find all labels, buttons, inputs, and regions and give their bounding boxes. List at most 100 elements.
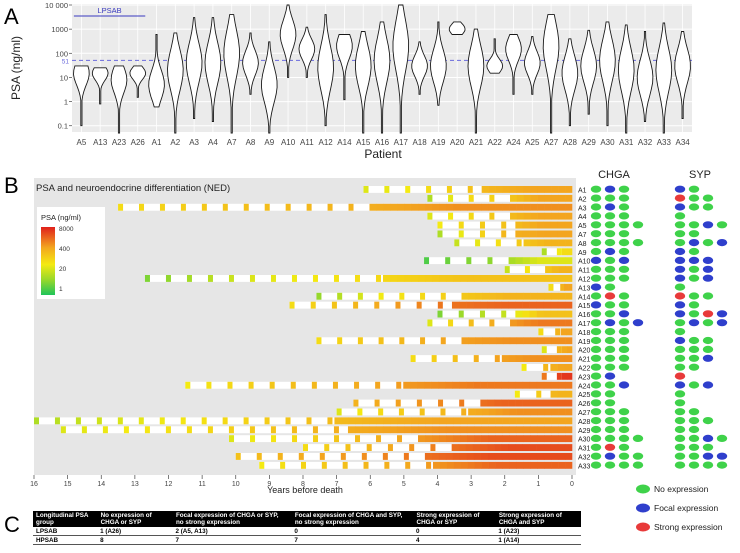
psa-legend-ticks: 8000 400 20 1 — [59, 226, 74, 293]
psa-cell — [479, 230, 485, 238]
psa-cell — [543, 399, 552, 407]
x-tick-label: 9 — [267, 481, 271, 488]
psa-cell — [550, 310, 559, 318]
psa-cell — [452, 355, 458, 362]
psa-cell — [473, 381, 481, 389]
psa-cell — [376, 203, 384, 211]
syp-dot — [688, 345, 700, 353]
violin-series — [73, 4, 691, 134]
psa-cell — [468, 408, 476, 416]
syp-dot — [702, 310, 714, 318]
psa-cell — [530, 186, 538, 193]
psa-cell — [354, 426, 363, 434]
table-cell: LPSAB — [33, 527, 98, 536]
psa-cell — [494, 426, 503, 434]
column-header: Focal expression of CHGA or SYP, no stro… — [172, 511, 292, 527]
psa-cell — [382, 275, 391, 282]
psa-cell — [488, 417, 496, 425]
x-tick-label: A7 — [227, 138, 237, 147]
psa-cell — [310, 301, 316, 309]
psa-cell — [159, 203, 165, 211]
psa-cell — [488, 461, 496, 469]
psa-cell — [383, 203, 391, 211]
psa-cell — [557, 399, 566, 407]
psa-cell — [515, 221, 523, 229]
psa-cell — [416, 301, 422, 309]
psa-cell — [523, 186, 531, 193]
chga-dot — [590, 292, 602, 300]
psa-cell — [487, 301, 495, 309]
table-cell: 7 — [291, 535, 414, 545]
psa-cell — [396, 381, 402, 389]
psa-cell — [337, 292, 343, 300]
psa-cell — [292, 435, 298, 443]
psa-cell — [473, 301, 481, 309]
psa-cell — [551, 337, 559, 345]
chga-dot — [618, 452, 630, 460]
psa-cell — [319, 453, 325, 460]
psa-cell — [523, 194, 531, 202]
psa-cell — [466, 301, 474, 309]
psa-cell — [366, 444, 372, 451]
psa-cell — [376, 435, 382, 443]
psa-cell — [460, 203, 468, 211]
syp-dot — [688, 185, 700, 193]
psa-cell — [378, 292, 384, 300]
psa-cell — [556, 248, 562, 256]
psa-cell — [564, 444, 573, 451]
psa-cell — [537, 461, 545, 469]
psa-cell — [474, 461, 482, 469]
syp-dot — [702, 354, 714, 362]
psa-cell — [410, 355, 416, 362]
syp-dot — [688, 381, 700, 389]
table-cell: 1 (A14) — [495, 535, 581, 545]
psa-cell — [118, 203, 124, 211]
legend-label: Focal expression — [654, 503, 719, 513]
patient-label: A30 — [578, 437, 591, 444]
chga-dot — [618, 328, 630, 336]
patient-label: A1 — [578, 188, 587, 195]
psa-cell — [459, 301, 467, 309]
syp-dot — [702, 292, 714, 300]
psa-cell — [515, 453, 524, 460]
patient-label: A28 — [578, 419, 591, 426]
psa-cell — [494, 355, 500, 362]
panel-a-letter: A — [4, 4, 19, 29]
psa-cell — [313, 435, 319, 443]
psa-cell — [243, 203, 249, 211]
psa-cell — [522, 301, 530, 309]
psa-cell — [509, 435, 517, 443]
psa-cell — [324, 444, 330, 451]
psa-cell — [548, 283, 554, 291]
psa-cell — [446, 186, 452, 193]
psa-cell — [363, 461, 369, 469]
psa-cell — [361, 453, 367, 460]
psa-cell — [439, 461, 448, 469]
chga-dot — [590, 408, 602, 416]
psa-cell — [568, 283, 573, 291]
chga-dot — [604, 319, 616, 327]
psa-cell — [316, 337, 322, 345]
timeline-row-A11 — [504, 266, 572, 273]
psa-cell — [186, 275, 192, 282]
chga-dot — [604, 203, 616, 211]
psa-cell — [431, 355, 437, 362]
chga-dot — [618, 194, 630, 202]
psa-cell — [384, 461, 390, 469]
psa-cell — [557, 453, 566, 460]
psa-cell — [509, 292, 518, 300]
syp-header: SYP — [689, 169, 711, 181]
psa-cell — [543, 426, 552, 434]
syp-dot — [702, 221, 714, 229]
patient-label: A21 — [578, 357, 591, 364]
psa-cell — [550, 301, 559, 309]
psa-cell — [558, 435, 566, 443]
panel-b-letter: B — [4, 173, 19, 198]
x-tick-label: A34 — [675, 138, 690, 147]
psa-cell — [564, 230, 573, 238]
psa-cell — [501, 381, 510, 389]
psa-cell — [514, 390, 520, 398]
violin-A29 — [580, 29, 598, 115]
psa-cell — [558, 408, 566, 416]
psa-cell — [312, 275, 318, 282]
